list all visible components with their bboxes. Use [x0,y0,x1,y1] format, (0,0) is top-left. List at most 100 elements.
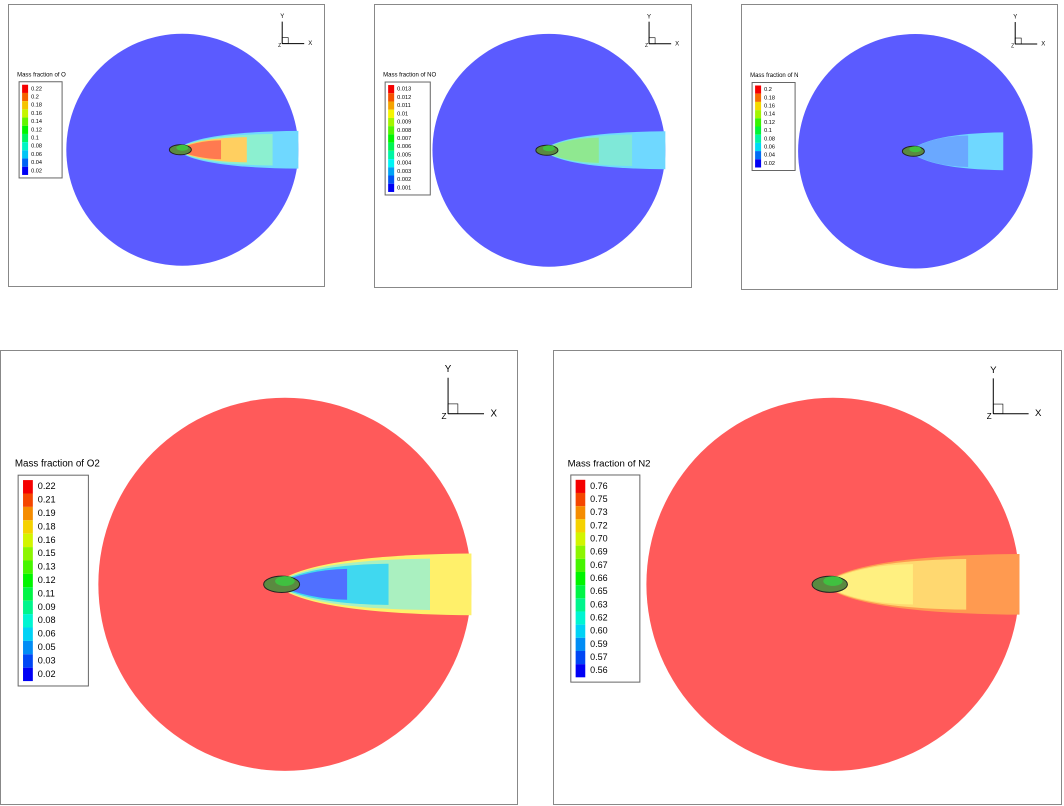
legend-title: Mass fraction of N2 [568,458,651,469]
axis-y-label: Y [445,364,452,375]
legend-label: 0.72 [590,520,608,530]
axis-y-label: Y [990,365,997,376]
legend-swatch [388,126,394,134]
legend-title: Mass fraction of O [17,72,66,78]
legend-label: 0.06 [38,629,56,639]
legend-swatch [388,151,394,159]
legend-label: 0.18 [764,95,775,101]
legend-swatch [22,85,28,93]
legend-label: 0.63 [590,599,608,609]
legend-label: 0.011 [397,103,411,109]
legend-label: 0.16 [764,103,775,109]
legend-swatch [755,110,761,118]
legend-label: 0.21 [38,495,56,505]
legend-swatch [576,572,586,585]
legend-label: 0.02 [38,669,56,679]
legend-label: 0.002 [397,177,411,183]
legend-swatch [23,507,33,520]
axis-x-label: X [675,41,679,47]
legend-swatch [576,519,586,532]
legend-label: 0.003 [397,169,411,175]
axis-x-label: X [1041,42,1045,48]
legend-label: 0.004 [397,161,411,167]
legend-swatch [576,506,586,519]
legend-label: 0.01 [397,111,408,117]
axis-y-label: Y [280,14,284,20]
legend-title: Mass fraction of O2 [15,458,100,469]
legend-swatch [388,176,394,184]
legend-swatch [388,159,394,167]
legend-swatch [22,159,28,167]
body-top [176,145,188,151]
legend-label: 0.012 [397,95,411,101]
legend-label: 0.18 [31,103,42,109]
legend-swatch [23,547,33,560]
legend-label: 0.57 [590,652,608,662]
legend-label: 0.15 [38,548,56,558]
legend-label: 0.1 [764,128,772,134]
legend-swatch [388,184,394,192]
legend-swatch [576,638,586,651]
legend-swatch [388,93,394,101]
legend-label: 0.76 [590,481,608,491]
legend-label: 0.12 [38,575,56,585]
legend-swatch [576,585,586,598]
legend-swatch [755,94,761,102]
legend-swatch [755,159,761,167]
legend-label: 0.08 [764,136,775,142]
legend-title: Mass fraction of N [750,73,798,79]
legend-swatch [576,546,586,559]
legend-swatch [22,101,28,109]
legend-label: 0.04 [31,160,42,166]
legend-label: 0.1 [31,136,39,142]
legend-swatch [23,641,33,654]
legend-label: 0.11 [38,588,55,598]
contour-panel: YXZMass fraction of N20.760.750.730.720.… [553,350,1062,805]
legend-title: Mass fraction of NO [383,73,436,79]
legend-swatch [388,134,394,142]
axis-x-label: X [1035,408,1042,419]
legend-swatch [755,151,761,159]
legend-label: 0.06 [31,152,42,158]
legend-swatch [23,520,33,533]
legend-label: 0.65 [590,586,608,596]
legend-swatch [22,142,28,150]
legend-label: 0.2 [31,95,39,101]
legend-label: 0.008 [397,128,411,134]
legend-swatch [22,93,28,101]
axis-z-label: Z [645,43,648,49]
legend-swatch [576,664,586,677]
legend-label: 0.006 [397,144,411,150]
legend-swatch [388,167,394,175]
legend-label: 0.001 [397,185,411,191]
legend-swatch [23,627,33,640]
legend-swatch [22,134,28,142]
body-top [823,576,842,586]
legend-swatch [576,651,586,664]
legend-label: 0.2 [764,87,772,93]
axis-z-box [1015,38,1021,44]
legend-swatch [22,126,28,134]
legend-swatch [388,101,394,109]
legend-swatch [23,614,33,627]
legend-swatch [23,654,33,667]
axis-z-box [448,404,458,414]
contour-panel: YXZMass fraction of O20.220.210.190.180.… [0,350,518,805]
body-top [909,146,921,152]
legend-label: 0.08 [31,144,42,150]
legend-swatch [576,625,586,638]
legend-swatch [23,668,33,681]
legend-swatch [576,480,586,493]
legend-label: 0.02 [764,161,775,167]
legend-label: 0.18 [38,521,56,531]
legend-label: 0.16 [31,111,42,117]
axis-y-label: Y [1013,15,1017,21]
body-top [275,576,295,586]
legend-swatch [22,167,28,175]
axis-z-box [993,404,1003,414]
legend-label: 0.13 [38,562,56,572]
legend-label: 0.14 [31,119,42,125]
legend-swatch [22,150,28,158]
legend-label: 0.02 [31,168,42,174]
